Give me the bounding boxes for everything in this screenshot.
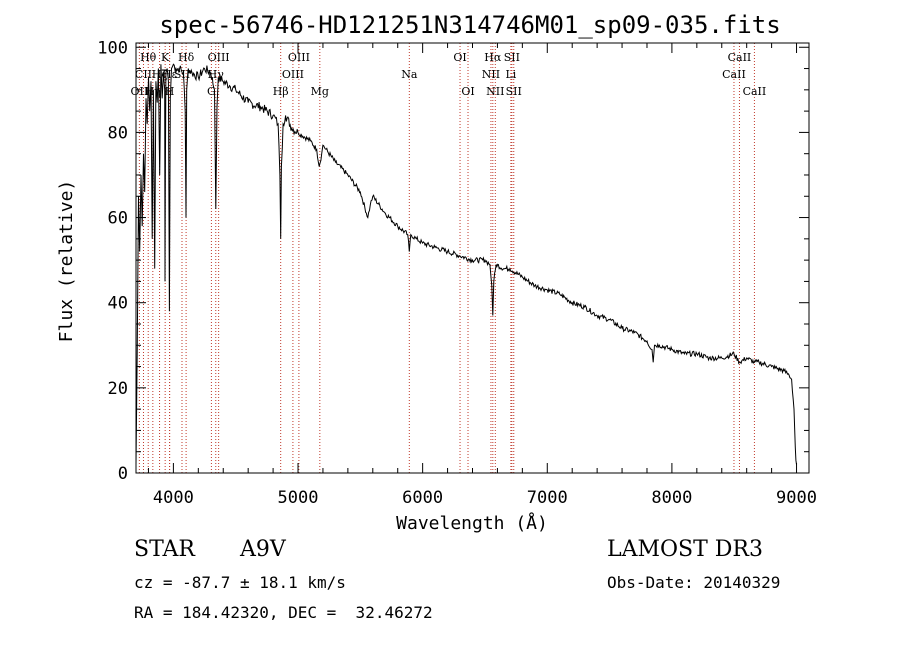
line-label-k: K <box>161 51 170 64</box>
survey-name: LAMOST DR3 <box>607 537 763 562</box>
y-tick-label: 20 <box>108 379 128 399</box>
line-label-sii: SII <box>504 51 520 64</box>
axis-ticks <box>136 43 809 474</box>
line-label-oi: OI <box>461 85 474 98</box>
line-label-mg: Mg <box>311 85 329 98</box>
object-class: STAR <box>134 537 195 562</box>
line-label-h: H <box>165 85 175 98</box>
x-tick-label: 6000 <box>402 488 443 508</box>
line-label-nii: NII <box>482 68 500 81</box>
y-tick-label: 100 <box>97 38 128 58</box>
line-label-oiii: OIII <box>288 51 310 64</box>
x-tick-label: 4000 <box>153 488 194 508</box>
x-tick-label: 9000 <box>776 488 817 508</box>
y-tick-label: 40 <box>108 294 128 314</box>
line-label-caii: CaII <box>722 68 746 81</box>
line-label-oi: OI <box>453 51 466 64</box>
axis-tick-labels: 4000 5000 6000 7000 8000 9000 0 20 40 60 80 100 <box>97 38 817 508</box>
x-tick-label: 8000 <box>651 488 692 508</box>
line-label-hα: Hα <box>484 51 502 64</box>
observation-date: Obs-Date: 20140329 <box>607 573 781 592</box>
line-label-g: G <box>207 85 216 98</box>
y-axis-label: Flux (relative) <box>56 180 77 343</box>
line-label-caii: CaII <box>728 51 752 64</box>
line-label-oiii: OIII <box>208 51 230 64</box>
line-label-nii: NII <box>486 85 504 98</box>
line-label-hδ: Hδ <box>178 51 195 64</box>
line-label-oii: OII <box>131 85 149 98</box>
y-tick-label: 0 <box>118 464 128 484</box>
x-tick-label: 5000 <box>278 488 319 508</box>
x-tick-label: 7000 <box>527 488 568 508</box>
line-label-oiii: OIII <box>282 68 304 81</box>
line-label-sii: SII <box>174 68 190 81</box>
line-label-caii: CaII <box>743 85 767 98</box>
line-label-na: Na <box>401 68 418 81</box>
object-subclass: A9V <box>240 537 286 562</box>
line-label-hθ: Hθ <box>140 51 157 64</box>
plot-frame <box>135 42 810 474</box>
line-label-li: Li <box>505 68 516 81</box>
y-tick-label: 80 <box>108 123 128 143</box>
spectrum-series-line <box>135 63 797 465</box>
y-tick-label: 60 <box>108 209 128 229</box>
redshift-readout: cz = -87.7 ± 18.1 km/s <box>134 573 346 592</box>
spectral-line-markers <box>138 43 755 473</box>
chart-title: spec-56746-HD121251N314746M01_sp09-035.f… <box>159 11 780 39</box>
line-label-hβ: Hβ <box>273 85 289 98</box>
x-axis-label: Wavelength (Å) <box>396 512 548 534</box>
line-label-cii: CII <box>135 68 152 81</box>
coordinates-readout: RA = 184.42320, DEC = 32.46272 <box>134 603 433 622</box>
line-label-sii: SII <box>506 85 522 98</box>
